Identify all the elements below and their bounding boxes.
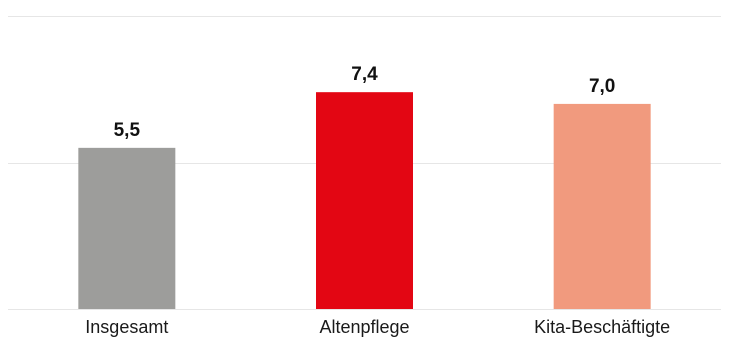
category-label-2: Altenpflege: [319, 317, 409, 337]
value-label-2: 7,4: [351, 64, 378, 85]
value-label-3: 7,0: [589, 76, 615, 97]
bar-3: [553, 103, 651, 310]
category-label-3: Kita-Beschäftigte: [534, 317, 670, 337]
bar-2: [316, 92, 413, 310]
value-label-1: 5,5: [114, 120, 141, 141]
category-label-1: Insgesamt: [85, 317, 168, 337]
value-labels: 5,5 7,4 7,0: [114, 64, 616, 141]
category-labels: Insgesamt Altenpflege Kita-Beschäftigte: [85, 317, 670, 337]
bars: [78, 92, 651, 310]
bar-1: [78, 147, 176, 309]
